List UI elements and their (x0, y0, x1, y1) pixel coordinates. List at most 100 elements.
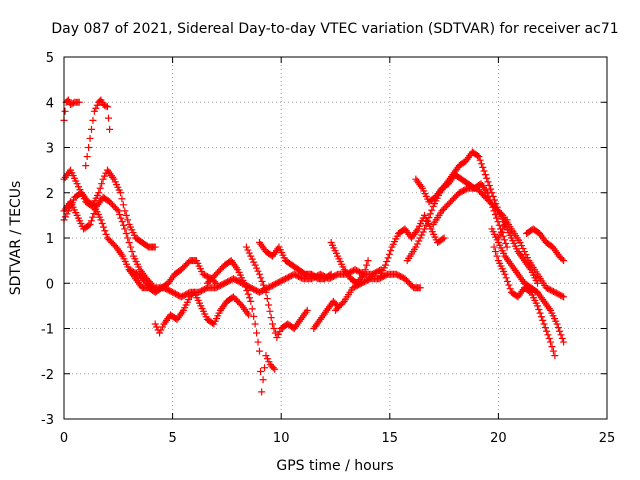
y-tick-label: 3 (46, 142, 54, 157)
y-tick-label: 4 (46, 96, 54, 111)
data-point-marker (122, 211, 130, 219)
data-point-marker (475, 153, 483, 161)
data-point-marker (383, 258, 391, 266)
data-point-marker (495, 221, 503, 229)
series-arc-04 (60, 193, 155, 287)
data-point-marker (494, 218, 502, 226)
data-point-marker (85, 221, 93, 229)
data-point-marker (258, 388, 266, 396)
data-point-marker (85, 144, 93, 151)
data-point-marker (503, 243, 511, 251)
data-point-marker (243, 286, 251, 294)
data-point-marker (244, 246, 252, 254)
data-point-marker (493, 252, 501, 260)
data-point-marker (554, 324, 562, 332)
data-point-marker (543, 327, 551, 335)
data-point-marker (73, 180, 81, 188)
data-point-marker (74, 183, 82, 191)
data-point-marker (361, 266, 369, 274)
data-point-marker (75, 98, 83, 106)
data-point-marker (557, 331, 565, 339)
data-point-marker (537, 313, 545, 321)
data-point-marker (416, 284, 424, 292)
data-point-marker (504, 277, 512, 285)
data-point-marker (121, 207, 129, 215)
data-point-marker (251, 320, 259, 328)
data-point-marker (497, 228, 505, 236)
data-point-marker (547, 338, 555, 346)
data-point-marker (116, 210, 124, 218)
data-point-marker (519, 245, 527, 253)
data-point-marker (89, 213, 97, 221)
x-tick-label: 15 (382, 431, 399, 446)
data-point-marker (484, 178, 492, 186)
data-point-marker (273, 334, 281, 342)
x-axis-label: GPS time / hours (276, 458, 393, 474)
data-point-marker (125, 239, 133, 247)
series-arc-03 (60, 166, 159, 251)
data-point-marker (326, 271, 334, 279)
data-point-marker (86, 134, 94, 142)
data-point-marker (119, 201, 127, 209)
data-point-marker (105, 114, 113, 122)
data-point-marker (269, 320, 277, 328)
x-tick-label: 20 (490, 431, 507, 446)
data-point-marker (262, 288, 270, 296)
data-point-marker (95, 189, 103, 197)
data-point-marker (250, 258, 258, 266)
data-point-marker (422, 221, 430, 229)
data-point-marker (151, 243, 159, 251)
data-point-marker (501, 270, 509, 278)
data-point-marker (118, 195, 126, 203)
data-point-marker (157, 326, 165, 334)
data-point-marker (483, 174, 491, 182)
data-point-marker (242, 283, 250, 291)
data-point-marker (500, 222, 508, 230)
data-point-marker (553, 320, 561, 328)
data-point-marker (113, 205, 121, 213)
data-point-marker (257, 274, 265, 282)
data-point-marker (63, 210, 71, 218)
chart-title: Day 087 of 2021, Sidereal Day-to-day VTE… (51, 21, 618, 37)
data-point-marker (518, 242, 526, 250)
data-point-marker (266, 307, 274, 315)
data-point-marker (499, 232, 507, 240)
data-point-marker (240, 279, 248, 287)
series-arc-22 (523, 225, 568, 265)
data-point-marker (440, 234, 448, 242)
data-point-marker (274, 331, 282, 339)
data-point-marker (428, 206, 436, 214)
data-point-marker (423, 217, 431, 225)
data-point-marker (539, 316, 547, 324)
data-point-marker (502, 274, 510, 282)
data-point-marker (516, 239, 524, 247)
data-point-marker (419, 228, 427, 236)
data-point-marker (327, 270, 335, 278)
data-point-marker (425, 214, 433, 222)
data-point-marker (520, 248, 528, 256)
data-point-marker (491, 210, 499, 218)
data-point-marker (535, 305, 543, 313)
data-point-marker (558, 334, 566, 342)
data-point-marker (248, 255, 256, 263)
data-point-marker (156, 329, 164, 337)
data-point-marker (270, 325, 278, 332)
data-point-marker (83, 153, 91, 161)
data-point-marker (151, 320, 159, 328)
data-point-marker (96, 184, 104, 192)
series-arc-18 (429, 184, 568, 301)
data-point-marker (259, 281, 267, 289)
data-point-marker (128, 248, 136, 256)
plot-frame (63, 56, 608, 420)
data-point-marker (533, 302, 541, 310)
data-point-marker (248, 305, 256, 313)
data-point-marker (276, 328, 284, 336)
data-point-marker (558, 255, 566, 263)
data-point-marker (502, 219, 510, 227)
data-point-marker (360, 270, 368, 278)
data-point-marker (339, 299, 347, 307)
data-point-marker (536, 309, 544, 317)
data-point-marker (545, 334, 553, 342)
data-point-marker (93, 101, 101, 109)
